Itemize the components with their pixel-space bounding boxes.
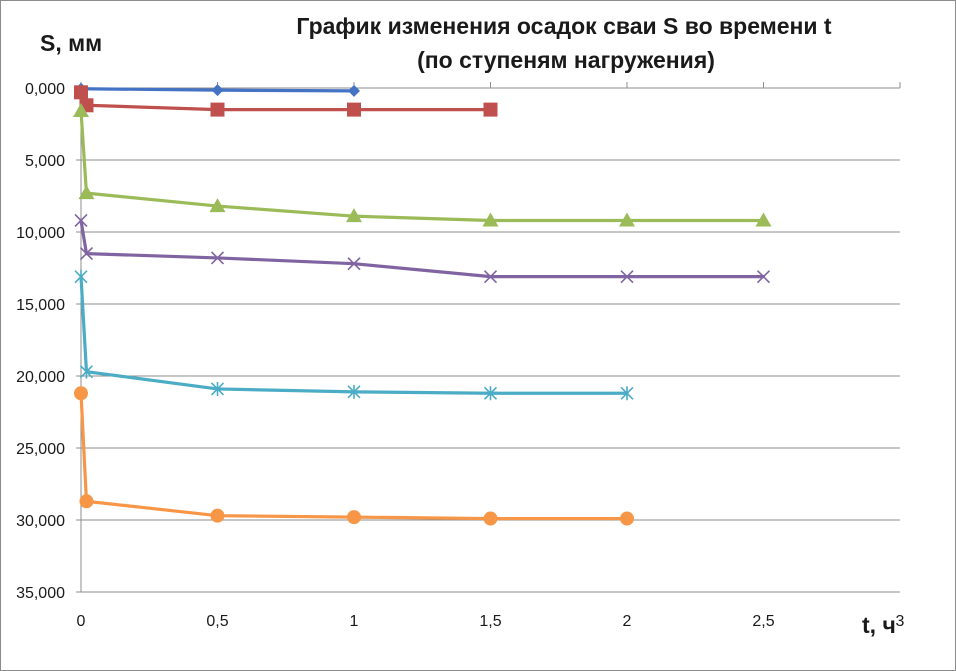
data-point <box>620 270 634 284</box>
data-point <box>79 364 94 379</box>
data-point <box>619 212 635 227</box>
data-point <box>483 386 498 401</box>
series-line <box>79 275 629 395</box>
series-5 <box>74 269 634 401</box>
data-point <box>74 269 88 284</box>
data-point <box>211 84 224 97</box>
data-point <box>620 386 634 401</box>
data-point <box>482 212 499 227</box>
data-point <box>348 84 360 97</box>
series-line <box>79 109 766 223</box>
data-point <box>347 510 361 525</box>
data-point <box>74 213 88 228</box>
data-point <box>483 511 498 526</box>
series-line <box>79 218 766 279</box>
data-point <box>79 494 94 509</box>
data-series <box>73 82 772 526</box>
x-tick-label: 3 <box>896 613 905 630</box>
y-tick-label: 20,000 <box>16 369 65 386</box>
chart-title-line-1: График изменения осадок сваи S во времен… <box>296 13 832 39</box>
data-point <box>210 102 225 117</box>
x-tick-label: 2 <box>623 613 632 630</box>
y-axis-title: S, мм <box>40 30 102 56</box>
data-point <box>347 102 361 117</box>
y-tick-label: 10,000 <box>16 225 65 242</box>
series-1 <box>75 82 360 97</box>
x-tick-label: 1 <box>350 613 359 630</box>
series-3 <box>73 103 772 227</box>
data-point <box>79 247 94 261</box>
series-6 <box>74 386 634 526</box>
y-tick-label: 25,000 <box>16 441 65 458</box>
series-line <box>79 90 493 112</box>
data-point <box>347 257 361 271</box>
y-tick-label: 30,000 <box>16 513 65 530</box>
series-4 <box>74 213 771 284</box>
data-point <box>210 251 225 265</box>
x-axis-title: t, ч <box>862 612 896 638</box>
data-point <box>209 198 226 213</box>
data-point <box>78 185 95 200</box>
data-point <box>483 270 498 284</box>
data-point <box>756 270 771 284</box>
x-tick-label: 1,5 <box>479 613 501 630</box>
axes <box>76 82 901 593</box>
data-point <box>74 85 88 100</box>
data-point <box>346 208 362 223</box>
x-tick-label: 2,5 <box>752 613 774 630</box>
y-tick-label: 15,000 <box>16 297 65 314</box>
data-point <box>483 102 498 117</box>
data-point <box>210 508 225 523</box>
data-point <box>755 212 772 227</box>
y-tick-label: 5,000 <box>25 153 65 170</box>
data-point <box>210 381 225 396</box>
chart-text: График изменения осадок сваи S во времен… <box>16 13 904 638</box>
data-point <box>74 386 88 401</box>
data-point <box>73 103 89 118</box>
data-point <box>347 384 361 399</box>
series-2 <box>74 85 498 117</box>
x-tick-label: 0,5 <box>206 613 228 630</box>
series-line <box>79 391 629 521</box>
x-tick-label: 0 <box>77 613 86 630</box>
y-tick-label: 35,000 <box>16 585 65 602</box>
chart-title-line-2: (по ступеням нагружения) <box>417 47 715 73</box>
data-point <box>620 511 634 526</box>
y-tick-label: 0,000 <box>25 81 65 98</box>
